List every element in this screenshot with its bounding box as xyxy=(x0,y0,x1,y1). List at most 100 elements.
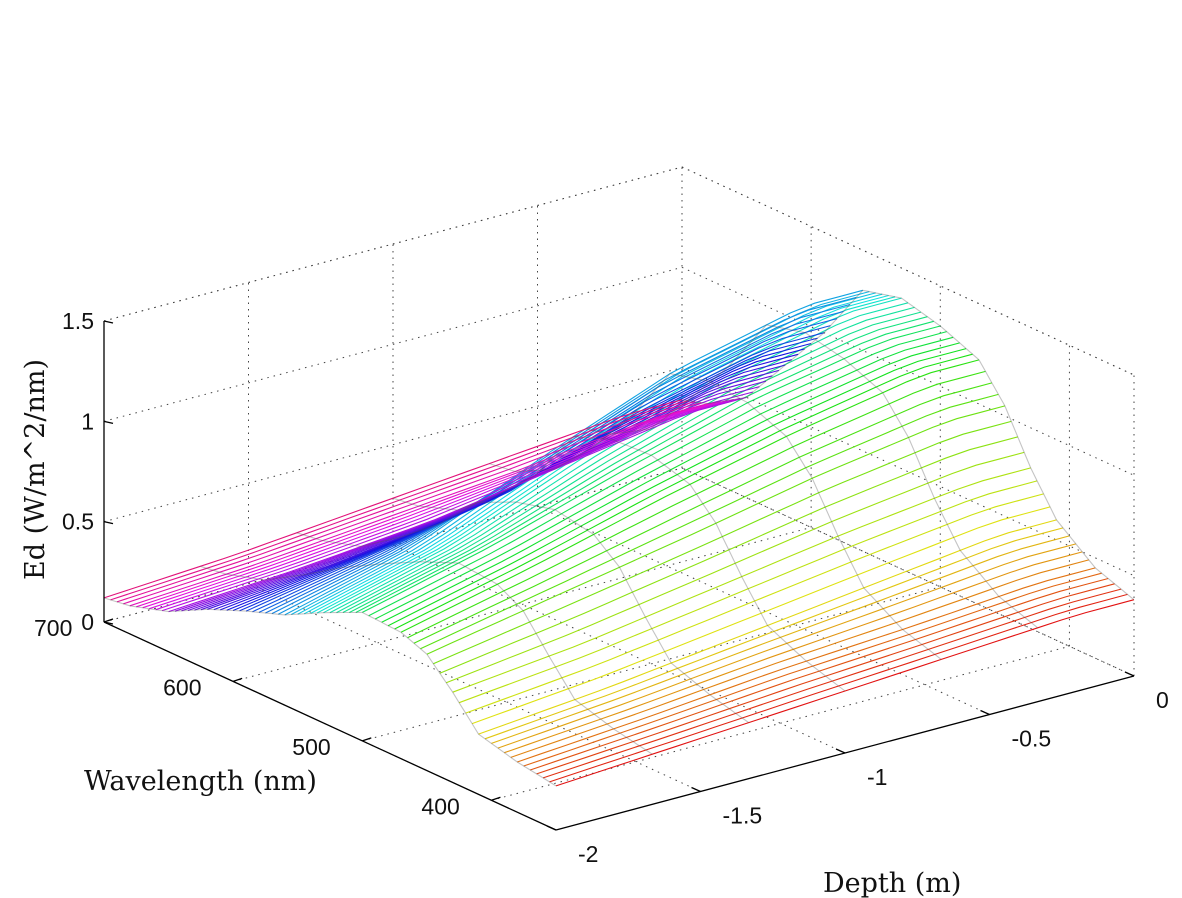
depth-tick xyxy=(835,748,846,754)
surface-mesh-line xyxy=(168,396,747,613)
surface-mesh-line xyxy=(536,583,1115,775)
surface-mesh-line xyxy=(465,493,1044,714)
surface-mesh-line xyxy=(349,316,928,613)
surface-mesh-line xyxy=(103,399,683,599)
surface-mesh-line xyxy=(530,577,1109,771)
wavelength-tick xyxy=(362,737,372,742)
grid-line-wavelength-floor xyxy=(362,586,941,742)
ed-axis-label: Ed (W/m^2/nm) xyxy=(20,359,51,580)
tick-labels: 700 600 500 400 0 -0.5 -1 -1.5 -2 0 0.5 1 1.5 xyxy=(34,308,1169,867)
surface-mesh-line xyxy=(297,292,876,615)
surface-mesh-line xyxy=(484,527,1064,740)
surface-mesh-line xyxy=(478,519,1057,735)
surface-mesh-line xyxy=(303,293,883,615)
grid-lines xyxy=(103,166,1135,831)
grid-line-top xyxy=(103,166,683,322)
surface-mesh-line xyxy=(497,543,1077,749)
grid-line-ed-sidewall xyxy=(681,367,1135,577)
depth-tick-label: 0 xyxy=(1156,687,1169,713)
surface-spectrum-line xyxy=(489,372,942,660)
surface-spectrum-line xyxy=(296,501,750,724)
surface-mesh-line xyxy=(136,402,715,608)
surface-spectrum-line xyxy=(585,324,1039,629)
depth-tick-label: -1.5 xyxy=(723,803,763,829)
surface-mesh-line xyxy=(542,588,1122,779)
depth-tick-label: -1 xyxy=(867,764,887,790)
depth-tick-label: -0.5 xyxy=(1012,726,1052,752)
wavelength-tick-label: 400 xyxy=(421,793,459,819)
surface-mesh-line xyxy=(400,359,980,633)
axes xyxy=(103,320,1135,831)
grid-line-wavelength-floor xyxy=(491,645,1070,801)
surface-mesh-line xyxy=(116,401,696,603)
surface-mesh-line xyxy=(155,398,734,611)
depth-tick xyxy=(546,825,557,831)
surface-spectrum-line xyxy=(103,597,557,787)
surface-mesh-line xyxy=(110,400,689,601)
surface-mesh-line xyxy=(142,400,721,609)
surface-mesh-line xyxy=(420,393,999,650)
surface-spectrum-line xyxy=(392,435,846,692)
ed-tick xyxy=(103,521,114,525)
depth-axis-label: Depth (m) xyxy=(823,868,961,898)
ed-tick-label: 0 xyxy=(81,609,94,635)
surface-mesh-line xyxy=(458,480,1038,704)
ed-tick xyxy=(103,621,114,625)
grid-line-depth-floor xyxy=(392,544,846,754)
surface-mesh-line xyxy=(491,535,1070,744)
wavelength-tick xyxy=(103,618,114,623)
surface-mesh-line xyxy=(252,325,831,613)
surface-mesh-line xyxy=(439,436,1018,674)
surface-mesh-line xyxy=(394,353,973,630)
depth-tick xyxy=(691,786,701,793)
surface-mesh-line xyxy=(387,348,967,627)
surface-mesh-line xyxy=(336,306,915,614)
surface-mesh-line xyxy=(452,467,1031,693)
surface-mesh-line xyxy=(504,551,1083,754)
surface-spectrum-line xyxy=(200,561,653,755)
ed-tick xyxy=(103,420,114,424)
surface-mesh-line xyxy=(342,311,922,613)
depth-tick-label: -2 xyxy=(578,841,598,867)
surface-mesh-line xyxy=(445,451,1025,684)
wavelength-tick xyxy=(232,677,243,683)
surface-mesh-line xyxy=(129,403,708,607)
depth-tick xyxy=(1124,671,1135,677)
wavelength-axis-line xyxy=(103,621,557,831)
grid-line-ed-backwall xyxy=(103,367,683,523)
surface-mesh-line xyxy=(207,364,786,610)
surface-mesh-line xyxy=(413,382,993,644)
surface-mesh-line xyxy=(523,572,1102,767)
depth-tick xyxy=(980,709,990,716)
ed-tick xyxy=(103,320,114,324)
grid-line-ed-backwall xyxy=(103,266,683,422)
surface-mesh-line xyxy=(355,320,934,613)
surface-mesh-line xyxy=(471,506,1051,725)
ed-tick-label: 1.5 xyxy=(62,308,94,334)
wavelength-tick-label: 500 xyxy=(292,734,330,760)
surface-mesh xyxy=(103,289,1135,787)
wavelength-axis-label: Wavelength (nm) xyxy=(84,766,317,797)
surface-mesh-line xyxy=(549,593,1128,783)
surface-mesh-line xyxy=(368,331,947,617)
surface-mesh-line xyxy=(381,342,960,623)
surface-mesh-line xyxy=(323,297,902,614)
surface-mesh-line xyxy=(407,370,986,639)
surface-mesh-line xyxy=(433,420,1012,665)
ed-tick-label: 1 xyxy=(81,408,94,434)
surface-mesh-line xyxy=(362,325,941,613)
surface-mesh-line xyxy=(510,559,1089,758)
surface-mesh-line xyxy=(555,599,1135,787)
surface-mesh-line xyxy=(374,336,954,620)
ed-tick-label: 0.5 xyxy=(62,509,94,535)
grid-line-wavelength-floor xyxy=(233,526,812,682)
wavelength-tick xyxy=(491,796,501,801)
surface-mesh-line xyxy=(149,399,728,610)
surface-mesh-line xyxy=(161,397,741,612)
surface-mesh-line xyxy=(123,402,702,605)
wavelength-tick-label: 600 xyxy=(163,674,201,700)
surface-mesh-line xyxy=(517,567,1096,763)
wavelength-tick-label: 700 xyxy=(34,615,72,641)
surface-mesh-line xyxy=(426,405,1006,655)
